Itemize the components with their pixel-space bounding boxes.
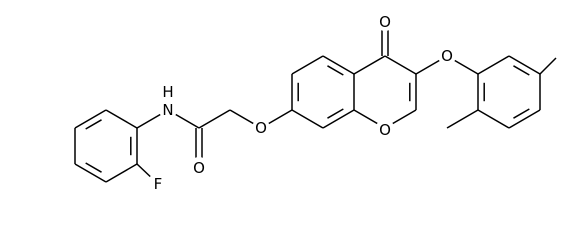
bond <box>85 119 102 130</box>
bond <box>327 65 344 76</box>
bond <box>291 109 324 129</box>
bond <box>477 109 510 129</box>
bond <box>508 109 541 129</box>
label-mask <box>376 119 394 137</box>
ketone-oxygen: O <box>379 13 391 31</box>
atom-labels: O O O O O N H F <box>148 13 456 193</box>
ring-oxygen: O <box>379 121 391 139</box>
label-mask <box>438 47 456 65</box>
aryl-ether-oxygen: O <box>441 47 453 65</box>
bonds <box>74 30 557 183</box>
bond <box>198 109 231 129</box>
bond <box>105 109 138 129</box>
bond <box>513 108 530 119</box>
label-mask <box>190 157 208 175</box>
bond <box>85 162 102 173</box>
bond <box>539 57 557 75</box>
bond <box>384 55 417 75</box>
bond <box>446 109 479 129</box>
bond <box>513 65 530 76</box>
bond <box>322 109 355 129</box>
amide-nitrogen: N <box>162 101 173 119</box>
label-mask <box>148 174 164 190</box>
label-mask <box>376 13 394 31</box>
amide-hydrogen: H <box>162 83 173 101</box>
ether-oxygen: O <box>255 119 267 137</box>
bond <box>322 55 355 75</box>
bond <box>508 55 541 75</box>
bond <box>291 55 324 75</box>
amide-oxygen: O <box>193 159 205 177</box>
bond <box>353 55 386 75</box>
fluorine: F <box>154 175 163 193</box>
bond <box>105 163 138 183</box>
bond <box>477 55 510 75</box>
bond <box>327 108 344 119</box>
bond <box>74 109 107 129</box>
bond <box>74 163 107 183</box>
label-mask <box>159 101 177 119</box>
label-mask <box>252 119 270 137</box>
molecule-diagram: O O O O O N H F <box>74 13 557 193</box>
